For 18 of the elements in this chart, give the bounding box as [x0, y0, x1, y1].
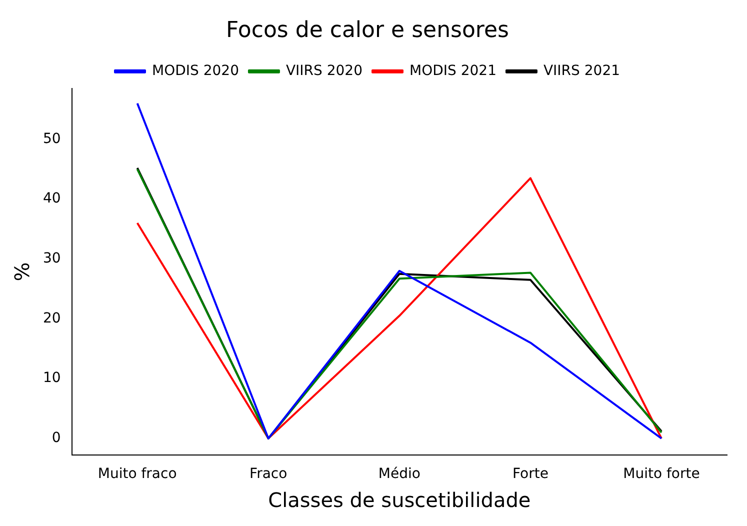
y-tick-label: 10 [42, 370, 61, 386]
y-tick-label: 20 [42, 310, 61, 326]
x-tick-label: Médio [378, 466, 420, 482]
x-tick-label: Muito forte [623, 466, 700, 482]
legend-label: VIIRS 2020 [286, 63, 363, 80]
chart-title: Focos de calor e sensores [226, 18, 509, 43]
legend-label: MODIS 2020 [152, 63, 239, 80]
y-tick-label: 0 [52, 430, 61, 446]
x-tick-label: Muito fraco [98, 466, 177, 482]
x-tick-label: Fraco [250, 466, 288, 482]
y-axis-title: % [10, 262, 34, 282]
y-tick-label: 40 [42, 190, 61, 207]
y-tick-label: 50 [42, 130, 61, 147]
legend-label: VIIRS 2021 [543, 63, 620, 80]
x-axis-title: Classes de suscetibilidade [268, 488, 531, 512]
x-tick-label: Forte [512, 466, 548, 482]
legend-label: MODIS 2021 [410, 63, 496, 80]
y-tick-label: 30 [42, 250, 61, 267]
